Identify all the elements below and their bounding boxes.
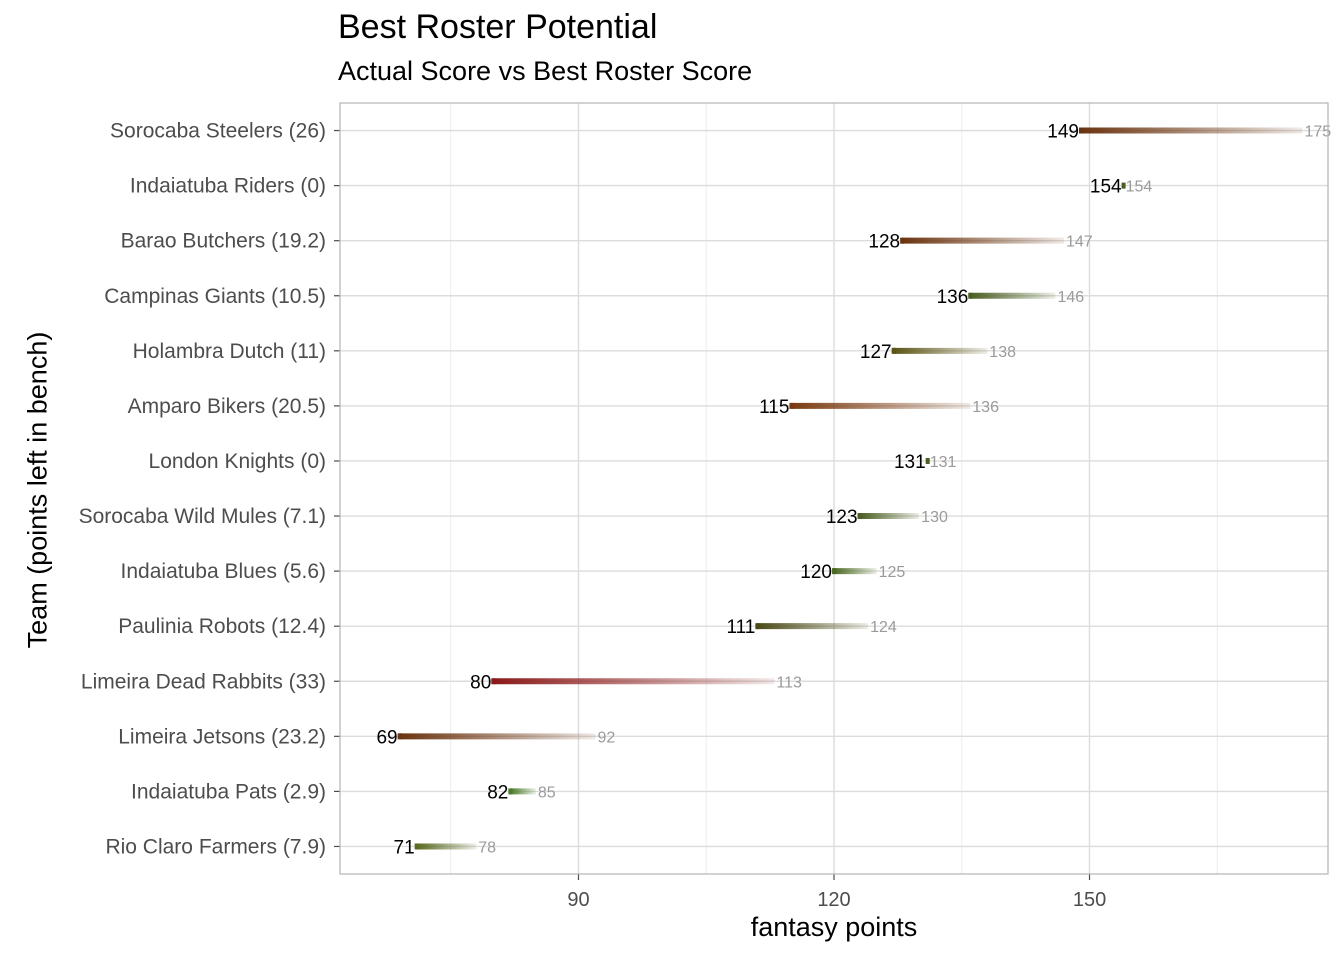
actual-score-point (491, 678, 496, 685)
plot-border (339, 102, 1329, 875)
best-score-label: 85 (538, 784, 556, 801)
actual-score-point (397, 733, 402, 740)
actual-score-point (891, 347, 896, 354)
actual-score-label: 80 (470, 672, 491, 693)
y-tick-label: Amparo Bikers (20.5) (128, 395, 326, 418)
x-tick-label: 90 (567, 889, 589, 911)
actual-score-point (1121, 182, 1126, 189)
y-tick-label: Limeira Dead Rabbits (33) (81, 670, 326, 693)
actual-score-label: 128 (868, 232, 900, 253)
chart-title: Best Roster Potential (338, 8, 658, 46)
actual-score-label: 154 (1090, 177, 1122, 198)
chart-subtitle: Actual Score vs Best Roster Score (338, 56, 753, 86)
actual-score-point (789, 402, 794, 409)
y-tick-label: Barao Butchers (19.2) (121, 230, 326, 253)
actual-score-label: 115 (759, 397, 789, 418)
actual-score-point (925, 457, 930, 464)
y-tick-label: Sorocaba Steelers (26) (110, 120, 326, 143)
actual-score-point (414, 843, 419, 850)
actual-score-label: 127 (860, 342, 892, 363)
y-tick-label: Sorocaba Wild Mules (7.1) (79, 505, 326, 528)
actual-score-label: 69 (376, 727, 397, 748)
actual-score-label: 149 (1047, 122, 1079, 143)
best-score-label: 136 (972, 399, 999, 416)
best-score-label: 113 (776, 674, 802, 691)
actual-score-point (900, 237, 905, 244)
actual-score-label: 131 (894, 452, 926, 473)
best-score-label: 146 (1057, 289, 1084, 306)
y-tick-label: Campinas Giants (10.5) (104, 285, 326, 308)
best-score-label: 147 (1066, 234, 1093, 251)
actual-score-point (755, 623, 760, 630)
best-score-label: 175 (1304, 124, 1331, 141)
y-tick-label: Indaiatuba Pats (2.9) (131, 780, 326, 803)
best-score-label: 125 (879, 564, 906, 581)
x-tick-label: 120 (817, 889, 850, 911)
actual-score-label: 136 (937, 287, 969, 308)
best-score-label: 78 (478, 839, 496, 856)
best-score-label: 154 (1126, 179, 1153, 196)
y-tick-label: Paulinia Robots (12.4) (118, 615, 326, 638)
actual-score-label: 82 (487, 782, 508, 803)
actual-score-point (832, 568, 836, 575)
actual-score-label: 111 (726, 617, 755, 638)
y-tick-label: Rio Claro Farmers (7.9) (105, 835, 326, 858)
actual-score-point (968, 292, 973, 299)
y-tick-label: Holambra Dutch (11) (133, 340, 326, 363)
actual-score-label: 123 (826, 507, 858, 528)
actual-score-point (1079, 127, 1083, 134)
y-axis-label: Team (points left in bench) (22, 331, 53, 649)
actual-score-label: 71 (394, 837, 415, 858)
best-score-label: 124 (870, 619, 897, 636)
best-score-label: 92 (598, 729, 616, 746)
best-score-label: 131 (930, 454, 957, 471)
x-axis-label: fantasy points (750, 912, 918, 942)
best-score-label: 130 (921, 509, 948, 526)
actual-score-label: 120 (800, 562, 832, 583)
y-tick-label: Indaiatuba Riders (0) (130, 175, 326, 198)
y-tick-label: Indaiatuba Blues (5.6) (121, 560, 326, 583)
y-tick-label: Limeira Jetsons (23.2) (118, 725, 326, 748)
y-tick-label: London Knights (0) (149, 450, 326, 473)
best-score-label: 138 (989, 344, 1016, 361)
actual-score-point (508, 788, 513, 795)
x-tick-label: 150 (1073, 889, 1106, 911)
actual-score-point (857, 513, 862, 520)
